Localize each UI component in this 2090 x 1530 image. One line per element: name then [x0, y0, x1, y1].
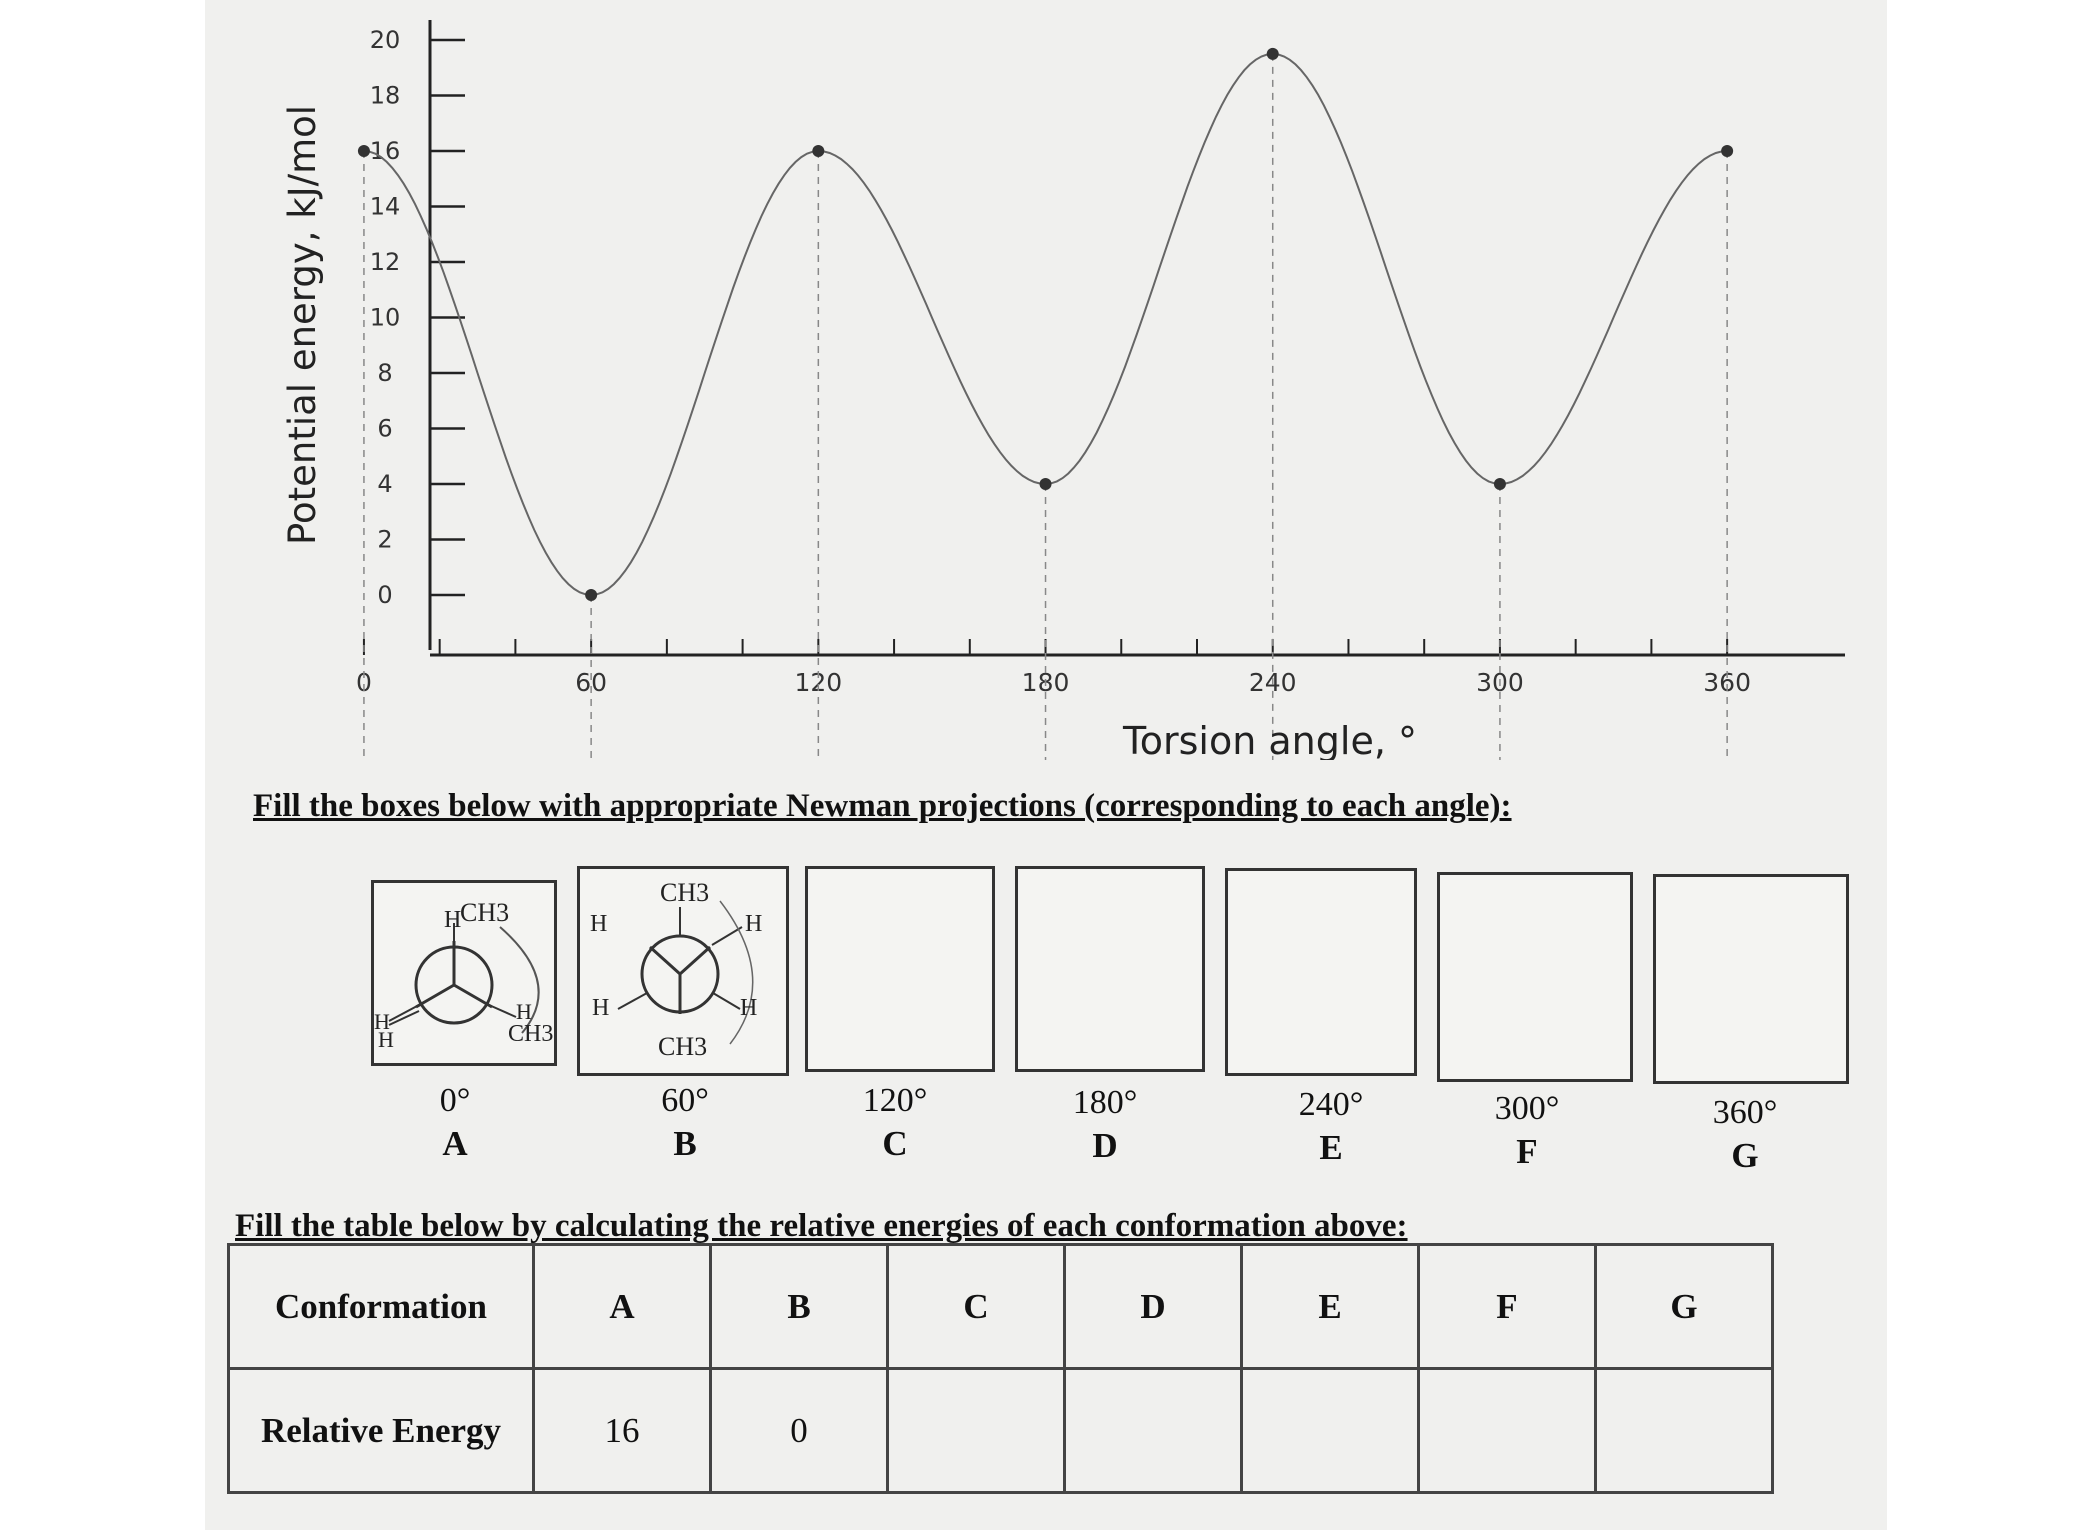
a-top-ch3-label: CH3 [460, 898, 509, 927]
letter-label-b: B [673, 1124, 697, 1163]
letter-label-a: A [442, 1124, 468, 1163]
newman-box-d[interactable] [1015, 866, 1205, 1072]
newman-projection-a: H CH3 H H H CH3 [374, 898, 553, 1052]
y-tick-label: 10 [370, 304, 401, 332]
angle-label-f: 300° [1494, 1090, 1560, 1127]
data-point [1721, 145, 1734, 157]
b-bottom-label: CH3 [658, 1032, 707, 1061]
table-header-cell: E [1240, 1243, 1420, 1370]
newman-box-e[interactable] [1225, 868, 1417, 1076]
y-tick-label: 8 [377, 359, 392, 387]
curve-points [357, 47, 1734, 601]
data-point [1039, 478, 1052, 490]
data-point [1493, 478, 1506, 490]
table-header-cell: C [886, 1243, 1066, 1370]
y-tick-label: 4 [377, 470, 392, 498]
x-axis-label: Torsion angle, ° [1122, 719, 1417, 760]
label-d: 180° D [1035, 1084, 1175, 1166]
energy-cell-g[interactable] [1594, 1367, 1774, 1494]
a-left-h2-label: H [378, 1027, 394, 1052]
label-b: 60° B [615, 1082, 755, 1164]
newman-box-g[interactable] [1653, 874, 1849, 1084]
y-tick-label: 14 [370, 193, 401, 221]
a-right-h-label: H [516, 999, 532, 1024]
a-left-h1-label: H [374, 1009, 390, 1034]
data-point [585, 589, 598, 601]
energy-cell-e[interactable] [1240, 1367, 1420, 1494]
table-header-cell: B [709, 1243, 889, 1370]
newman-box-f[interactable] [1437, 872, 1633, 1082]
b-upper-left-label: H [590, 911, 607, 937]
newman-instruction: Fill the boxes below with appropriate Ne… [253, 788, 1512, 824]
x-tick-label: 0 [356, 668, 372, 697]
table-header-cell: A [532, 1243, 712, 1370]
label-c: 120° C [825, 1082, 965, 1164]
angle-label-b: 60° [661, 1082, 709, 1119]
a-top-h-label: H [444, 907, 461, 933]
energy-cell-d[interactable] [1063, 1367, 1243, 1494]
newman-box-c[interactable] [805, 866, 995, 1072]
letter-label-e: E [1319, 1128, 1343, 1167]
data-point [1266, 47, 1279, 60]
letter-label-g: G [1731, 1136, 1759, 1175]
letter-label-c: C [882, 1124, 908, 1163]
y-axis-label: Potential energy, kJ/mol [281, 105, 324, 545]
b-lower-right-label: H [740, 995, 757, 1021]
b-top-label: CH3 [660, 878, 709, 907]
letter-label-d: D [1092, 1126, 1118, 1165]
energy-cell-c[interactable] [886, 1367, 1066, 1494]
table-energy-row: Relative Energy 16 0 [227, 1367, 1774, 1494]
b-upper-right-label: H [745, 911, 762, 937]
angle-label-a: 0° [439, 1082, 471, 1119]
label-a: 0° A [385, 1082, 525, 1164]
angle-label-c: 120° [862, 1082, 928, 1119]
worksheet: 0 2 4 6 8 10 12 14 16 18 20 0 60 120 180 240 300 360 Pot… [205, 0, 1887, 1530]
energy-cell-a[interactable]: 16 [532, 1367, 712, 1494]
angle-label-d: 180° [1072, 1084, 1138, 1121]
newman-projection-b: CH3 H H H H CH3 [590, 878, 762, 1061]
label-f: 300° F [1457, 1090, 1597, 1172]
table-header-cell: G [1594, 1243, 1774, 1370]
y-tick-label: 20 [370, 26, 401, 54]
table-row-label: Relative Energy [227, 1367, 535, 1494]
energy-table: Conformation A B C D E F G Relative Ener… [227, 1243, 1774, 1494]
newman-box-b[interactable]: CH3 H H H H CH3 [577, 866, 789, 1076]
table-header-cell: F [1417, 1243, 1597, 1370]
angle-guide-lines [363, 53, 1728, 760]
b-lower-left-label: H [592, 995, 609, 1021]
y-tick-label: 0 [377, 581, 392, 609]
table-header-row: Conformation A B C D E F G [227, 1243, 1774, 1370]
table-header-cell: D [1063, 1243, 1243, 1370]
energy-cell-b[interactable]: 0 [709, 1367, 889, 1494]
y-tick-label: 6 [377, 415, 392, 443]
y-tick-label: 12 [370, 248, 401, 276]
angle-label-e: 240° [1298, 1086, 1364, 1123]
newman-box-a[interactable]: H CH3 H H H CH3 [371, 880, 557, 1066]
label-e: 240° E [1261, 1086, 1401, 1168]
data-point [812, 145, 825, 157]
table-header-label: Conformation [227, 1243, 535, 1370]
y-tick-label: 2 [377, 526, 392, 554]
x-axis: 0 60 120 180 240 300 360 [356, 639, 1845, 697]
data-point [357, 145, 370, 157]
angle-label-g: 360° [1712, 1094, 1778, 1131]
a-right-ch3-label: CH3 [508, 1021, 553, 1047]
label-g: 360° G [1675, 1094, 1815, 1176]
energy-cell-f[interactable] [1417, 1367, 1597, 1494]
table-instruction: Fill the table below by calculating the … [235, 1208, 1408, 1244]
letter-label-f: F [1516, 1132, 1538, 1171]
y-tick-label: 18 [370, 82, 401, 110]
